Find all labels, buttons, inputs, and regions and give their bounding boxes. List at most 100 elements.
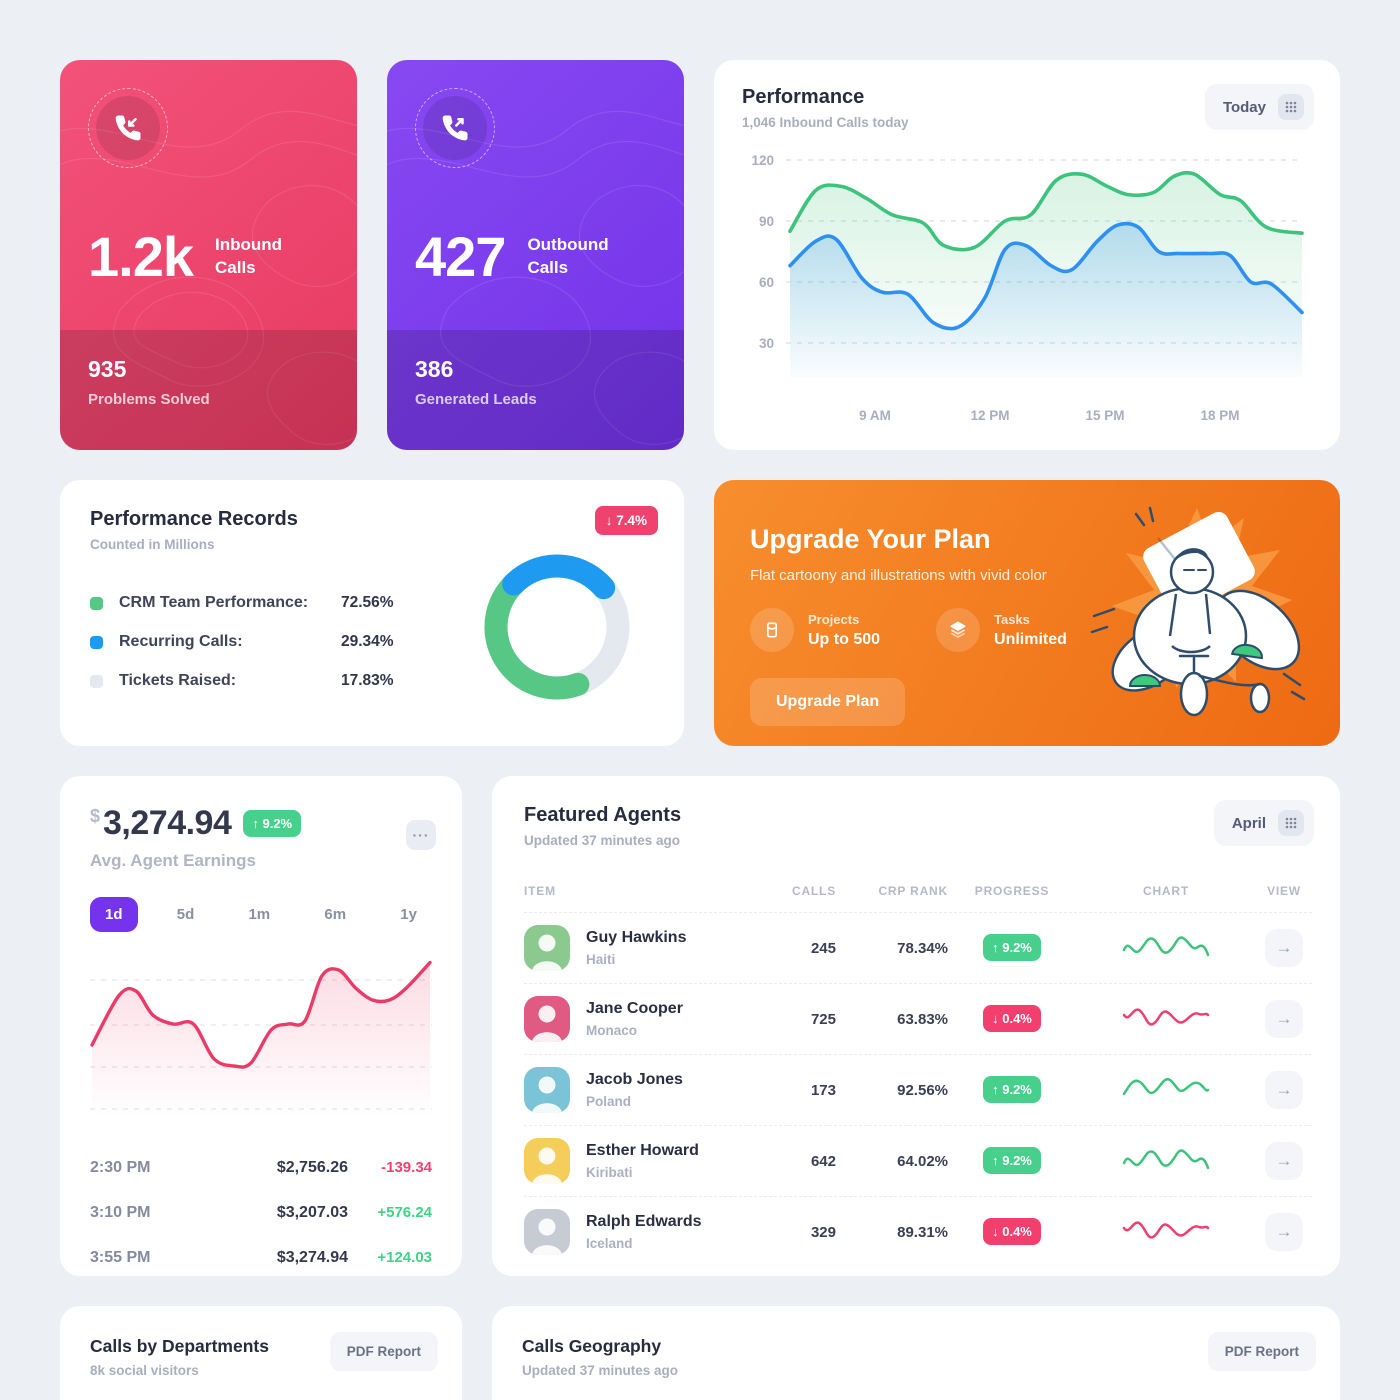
view-agent-button[interactable]: → <box>1265 1213 1303 1251</box>
generated-leads-value: 386 <box>415 356 454 382</box>
feature-label: Tasks <box>994 611 1030 627</box>
performance-range-button[interactable]: Today <box>1204 84 1314 130</box>
y-tick: 30 <box>759 336 774 351</box>
earnings-header: $ 3,274.94 ↑ 9.2% <box>90 804 432 843</box>
more-options-button[interactable]: ··· <box>406 820 436 850</box>
calls-geography-card: Calls Geography Updated 37 minutes ago P… <box>492 1306 1340 1400</box>
view-agent-button[interactable]: → <box>1265 1142 1303 1180</box>
avatar <box>524 1209 570 1255</box>
feature-projects: Projects Up to 500 <box>750 608 880 652</box>
feature-tasks: Tasks Unlimited <box>936 608 1067 652</box>
legend-value: 17.83% <box>341 672 394 689</box>
view-agent-button[interactable]: → <box>1265 1000 1303 1038</box>
transaction-row: 2:30 PM $2,756.26 -139.34 <box>90 1145 432 1190</box>
phone-incoming-icon <box>88 88 168 168</box>
legend-dot-green <box>90 596 103 610</box>
feature-label: Projects <box>808 611 860 627</box>
agents-subtitle: Updated 37 minutes ago <box>524 833 681 848</box>
upgrade-plan-button[interactable]: Upgrade Plan <box>750 678 906 726</box>
legend-item-crm: CRM Team Performance: 72.56% <box>90 594 654 612</box>
tab-6m[interactable]: 6m <box>309 897 361 932</box>
col-item: ITEM <box>524 884 556 898</box>
legend-label: Recurring Calls: <box>119 633 243 650</box>
agent-row-esther-howard[interactable]: Esther Howard Kiribati 642 64.02% ↑ 9.2%… <box>524 1125 1312 1196</box>
records-donut-chart <box>472 542 642 712</box>
agent-crp-rank: 92.56% <box>897 1081 948 1099</box>
departments-subtitle: 8k social visitors <box>90 1363 199 1378</box>
currency-symbol: $ <box>90 806 101 826</box>
bottom-row: Calls by Departments 8k social visitors … <box>60 1306 1340 1400</box>
agent-calls: 245 <box>810 939 836 957</box>
agent-country: Iceland <box>586 1236 633 1251</box>
progress-badge: ↓ 0.4% <box>983 1218 1041 1245</box>
tab-5d[interactable]: 5d <box>162 897 210 932</box>
agent-country: Monaco <box>586 1023 638 1038</box>
calendar-grid-icon <box>1278 810 1304 836</box>
transaction-change: +576.24 <box>377 1204 432 1221</box>
agents-table: ITEM CALLS CRP RANK PROGRESS CHART VIEW … <box>524 874 1312 1267</box>
inbound-footer: 935 Problems Solved <box>60 330 357 450</box>
agent-crp-rank: 78.34% <box>897 939 948 957</box>
agent-row-guy-hawkins[interactable]: Guy Hawkins Haiti 245 78.34% ↑ 9.2% → <box>524 912 1312 983</box>
agent-row-jane-cooper[interactable]: Jane Cooper Monaco 725 63.83% ↓ 0.4% → <box>524 983 1312 1054</box>
avatar <box>524 1138 570 1184</box>
y-tick: 60 <box>759 275 774 290</box>
legend-dot-blue <box>90 635 103 649</box>
tab-1d[interactable]: 1d <box>90 897 138 932</box>
legend-item-tickets: Tickets Raised: 17.83% <box>90 672 654 690</box>
transaction-amount: $2,756.26 <box>276 1158 348 1176</box>
agents-range-button[interactable]: April <box>1213 800 1314 846</box>
y-tick: 90 <box>759 214 774 229</box>
transaction-change: +124.03 <box>377 1249 432 1266</box>
agent-crp-rank: 64.02% <box>897 1152 948 1170</box>
agent-calls: 173 <box>810 1081 836 1099</box>
agent-name: Guy Hawkins <box>586 929 687 946</box>
transaction-change: -139.34 <box>381 1159 432 1176</box>
tasks-icon <box>936 608 981 652</box>
trend-sparkline-green <box>1076 1068 1256 1113</box>
col-progress: PROGRESS <box>974 884 1050 898</box>
departments-pdf-report-button[interactable]: PDF Report <box>329 1332 438 1371</box>
earnings-area-chart <box>90 960 432 1118</box>
performance-series <box>788 170 1304 378</box>
transaction-row: 3:10 PM $3,207.03 +576.24 <box>90 1190 432 1235</box>
geography-pdf-report-button[interactable]: PDF Report <box>1207 1332 1316 1371</box>
top-row: 1.2k Inbound Calls 935 Problems Solved <box>60 60 1340 450</box>
agent-row-jacob-jones[interactable]: Jacob Jones Poland 173 92.56% ↑ 9.2% → <box>524 1054 1312 1125</box>
legend-label: CRM Team Performance: <box>119 594 309 611</box>
avatar <box>524 1067 570 1113</box>
view-agent-button[interactable]: → <box>1265 929 1303 967</box>
view-agent-button[interactable]: → <box>1265 1071 1303 1109</box>
outbound-calls-value: 427 <box>415 225 506 288</box>
problems-solved-value: 935 <box>88 356 127 382</box>
y-tick: 120 <box>751 153 774 168</box>
performance-card: Performance 1,046 Inbound Calls today To… <box>714 60 1340 450</box>
agent-crp-rank: 89.31% <box>897 1223 948 1241</box>
tab-1m[interactable]: 1m <box>233 897 285 932</box>
transaction-time: 3:10 PM <box>90 1203 151 1221</box>
legend-item-recurring: Recurring Calls: 29.34% <box>90 633 654 651</box>
col-calls: CALLS <box>792 884 836 898</box>
agent-country: Kiribati <box>586 1165 633 1180</box>
avatar <box>524 925 570 971</box>
x-tick: 18 PM <box>1200 408 1239 423</box>
feature-value: Up to 500 <box>808 630 881 648</box>
avatar <box>524 996 570 1042</box>
legend-dot-gray <box>90 674 103 688</box>
departments-title: Calls by Departments <box>90 1336 269 1356</box>
records-subtitle: Counted in Millions <box>90 537 215 552</box>
progress-badge: ↑ 9.2% <box>983 1076 1041 1103</box>
tab-1y[interactable]: 1y <box>385 897 432 932</box>
upgrade-title: Upgrade Your Plan <box>750 524 991 554</box>
earnings-range-tabs: 1d 5d 1m 6m 1y <box>90 897 432 932</box>
agent-calls: 329 <box>810 1223 836 1241</box>
problems-solved-label: Problems Solved <box>88 391 210 408</box>
earnings-value: 3,274.94 <box>103 804 232 842</box>
legend-value: 72.56% <box>341 594 394 611</box>
agent-name: Ralph Edwards <box>586 1213 702 1230</box>
agent-calls: 642 <box>810 1152 836 1170</box>
agent-row-ralph-edwards[interactable]: Ralph Edwards Iceland 329 89.31% ↓ 0.4% … <box>524 1196 1312 1267</box>
progress-badge: ↑ 9.2% <box>983 934 1041 961</box>
calls-by-departments-card: Calls by Departments 8k social visitors … <box>60 1306 462 1400</box>
upgrade-subtitle: Flat cartoony and illustrations with viv… <box>750 567 1047 584</box>
